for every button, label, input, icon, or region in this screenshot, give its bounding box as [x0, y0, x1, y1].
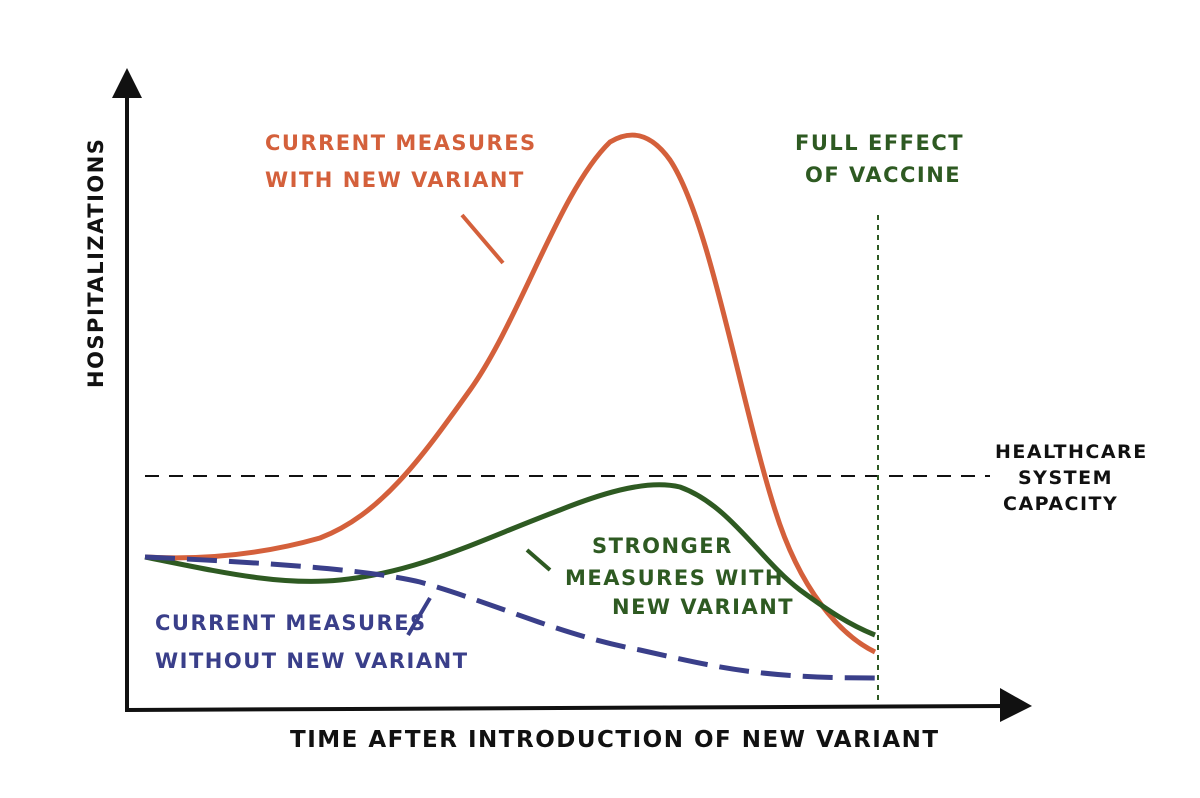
- orange-leader: [460, 213, 505, 265]
- vaccine-label: OF VACCINE: [805, 163, 961, 187]
- x-axis-arrow: [1000, 688, 1032, 722]
- y-axis-label: HOSPITALIZATIONS: [84, 138, 108, 388]
- blue-label: CURRENT MEASURES: [155, 611, 427, 635]
- x-axis: [124, 704, 1006, 712]
- orange-label: WITH NEW VARIANT: [265, 168, 525, 192]
- orange-label: CURRENT MEASURES: [265, 131, 537, 155]
- x-axis-label: TIME AFTER INTRODUCTION OF NEW VARIANT: [290, 727, 940, 753]
- capacity-label: CAPACITY: [1003, 493, 1118, 515]
- green-label: NEW VARIANT: [612, 595, 794, 619]
- green-label: MEASURES WITH: [565, 566, 784, 590]
- blue-label: WITHOUT NEW VARIANT: [155, 649, 469, 673]
- blue-curve: [144, 554, 876, 681]
- green-curve: [144, 482, 876, 638]
- blue-leader: [406, 596, 432, 637]
- green-leader: [525, 548, 552, 572]
- capacity-label: HEALTHCARE: [995, 441, 1148, 463]
- y-axis-arrow: [112, 68, 142, 98]
- vaccine-label: FULL EFFECT: [795, 131, 964, 155]
- green-label: STRONGER: [592, 534, 733, 558]
- capacity-label: SYSTEM: [1018, 467, 1113, 489]
- orange-curve: [144, 132, 877, 655]
